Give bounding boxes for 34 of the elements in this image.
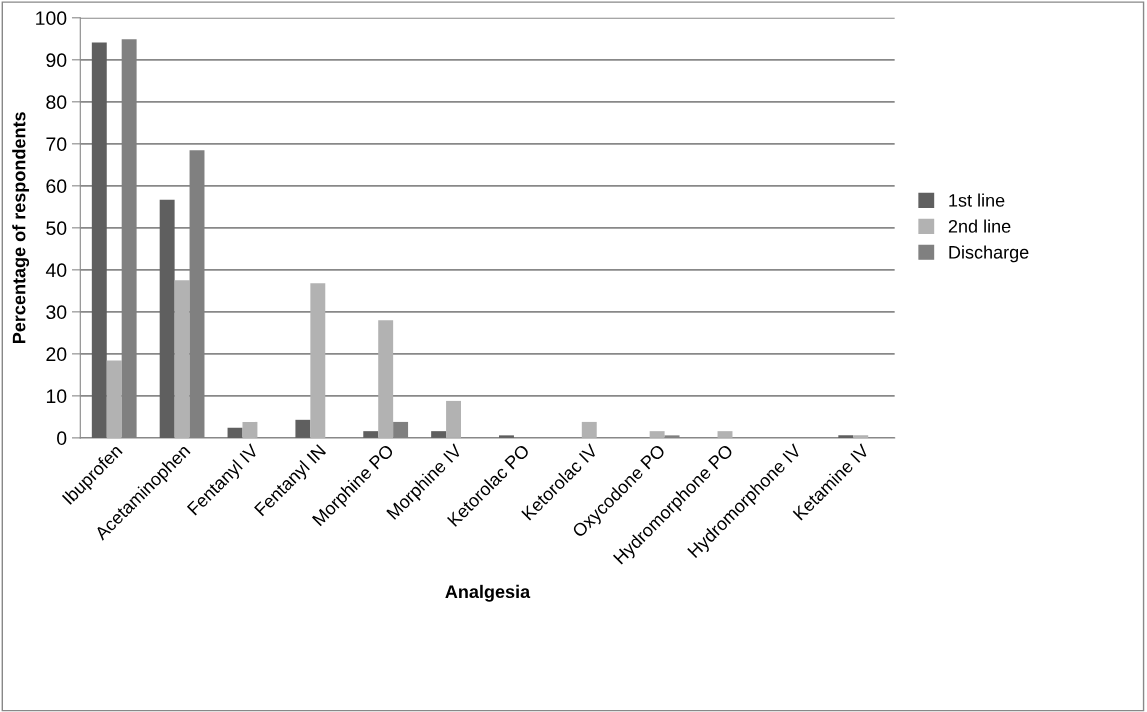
bar <box>310 283 326 438</box>
legend-label: 2nd line <box>948 219 1011 233</box>
y-tick-label: 100 <box>36 11 67 26</box>
bar <box>227 427 243 438</box>
x-axis-title: Analgesia <box>445 584 531 602</box>
y-tick-label: 20 <box>46 347 67 362</box>
y-tick-label: 30 <box>46 305 67 320</box>
y-tick-label: 70 <box>46 137 67 152</box>
legend-label: Discharge <box>949 245 1029 263</box>
bar <box>649 431 665 438</box>
bar <box>159 199 175 438</box>
bar <box>431 431 447 438</box>
y-tick-label: 60 <box>46 179 67 194</box>
y-tick-label: 10 <box>46 389 67 404</box>
y-axis-title: Percentage of respondents <box>12 112 30 344</box>
y-tick-label: 80 <box>46 95 67 110</box>
bar <box>717 431 733 438</box>
bar <box>378 320 394 438</box>
bar <box>363 431 379 438</box>
bar <box>446 400 462 438</box>
bar <box>853 435 869 438</box>
y-tick-label: 40 <box>45 263 67 278</box>
bar <box>91 42 107 438</box>
y-tick-label: 0 <box>57 431 67 446</box>
bar <box>106 360 122 438</box>
bar <box>242 421 258 438</box>
bar <box>499 435 514 438</box>
y-tick-label: 50 <box>46 221 67 236</box>
bar <box>581 421 597 438</box>
y-tick-label: 90 <box>46 53 67 68</box>
bar <box>838 435 854 438</box>
bar <box>174 280 190 438</box>
legend-label: 1st line <box>949 193 1005 207</box>
bar <box>295 419 311 438</box>
